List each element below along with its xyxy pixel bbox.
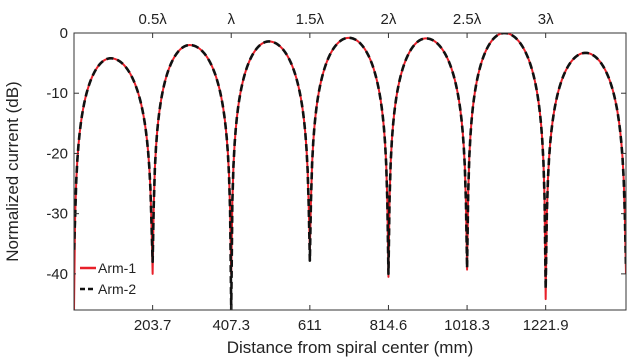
y-tick-label: -10: [46, 85, 68, 102]
y-axis-label: Normalized current (dB): [3, 81, 22, 261]
top-tick-label: 0.5λ: [138, 11, 167, 28]
x-tick-label: 1221.9: [523, 317, 569, 334]
legend-label-arm-2: Arm-2: [98, 281, 136, 297]
x-tick-label: 814.6: [370, 317, 408, 334]
x-tick-label: 611: [298, 317, 322, 334]
x-tick-label: 203.7: [134, 317, 172, 334]
y-tick-label: -30: [46, 206, 68, 223]
series-layer: [74, 33, 626, 310]
legend: Arm-1 Arm-2: [76, 256, 140, 300]
y-tick-label: -20: [46, 145, 68, 162]
series-line-arm-1: [74, 33, 626, 310]
series-line-arm-2: [74, 33, 626, 310]
top-tick-label: λ: [227, 11, 235, 28]
top-tick-label: 2.5λ: [453, 11, 482, 28]
y-tick-label: 0: [60, 25, 68, 42]
axes-layer: 203.7 407.3 611 814.6 1018.3 1221.9 0.5λ λ 1.5λ 2…: [46, 11, 626, 334]
top-tick-label: 1.5λ: [296, 11, 325, 28]
legend-box: [76, 256, 140, 300]
top-tick-label: 3λ: [538, 11, 554, 28]
top-tick-label: 2λ: [381, 11, 397, 28]
y-tick-label: -40: [46, 266, 68, 283]
plot-frame: [73, 32, 627, 311]
legend-label-arm-1: Arm-1: [98, 260, 136, 276]
x-tick-label: 407.3: [212, 317, 250, 334]
x-tick-label: 1018.3: [444, 317, 490, 334]
x-axis-label: Distance from spiral center (mm): [227, 338, 474, 357]
